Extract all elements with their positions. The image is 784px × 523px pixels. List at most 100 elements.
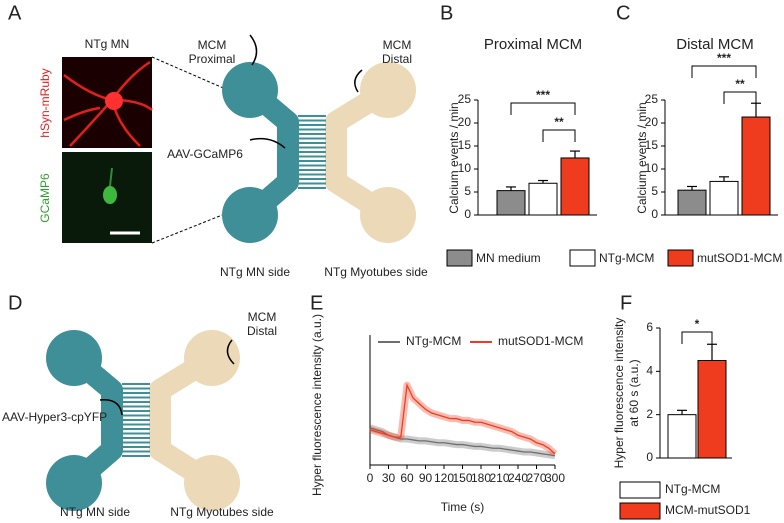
bar [697, 360, 727, 459]
x-tick-label: 180 [471, 471, 491, 485]
x-tick-label: 0 [367, 471, 374, 485]
y-axis-label: at 60 s (a.u.) [627, 359, 641, 426]
device [222, 62, 416, 243]
legend-swatch [446, 249, 473, 267]
arrow [226, 339, 235, 365]
legend-label: MN medium [476, 251, 541, 265]
line [369, 382, 556, 455]
well [46, 455, 102, 511]
x-axis-label: Time (s) [441, 500, 485, 514]
device [46, 330, 240, 511]
well [222, 62, 278, 118]
bar [496, 190, 526, 216]
significance-label: * [695, 317, 700, 331]
panel-label: A [8, 2, 22, 24]
y-tick-label: 10 [458, 161, 472, 175]
y-tick-label: 15 [645, 138, 659, 152]
significance-label: ** [735, 77, 745, 91]
legend-label: MCM-mutSOD1 [665, 503, 751, 517]
annotation: MCM [248, 310, 277, 324]
panel-label: F [620, 292, 632, 314]
chart-title: Distal MCM [676, 36, 754, 53]
significance-bracket [723, 91, 757, 104]
legend-swatch [667, 249, 694, 267]
x-tick-label: 300 [545, 471, 565, 485]
legend-swatch [569, 249, 596, 267]
y-tick-label: 6 [646, 320, 653, 334]
arrow [249, 34, 258, 66]
arrow [99, 399, 123, 416]
annotation: Distal [247, 324, 277, 338]
x-tick-label: 90 [419, 471, 433, 485]
well [184, 330, 240, 386]
annotation: MCM [198, 38, 227, 52]
y-tick-label: 10 [645, 161, 659, 175]
x-tick-label: 240 [508, 471, 528, 485]
panel-label: C [616, 2, 630, 24]
significance-label: *** [717, 51, 731, 65]
y-tick-label: 2 [646, 407, 653, 421]
significance-label: *** [536, 88, 550, 102]
legend-swatch [619, 502, 661, 520]
legend-label: mutSOD1-MCM [498, 334, 583, 348]
y-axis-label: Calcium events / min [447, 102, 461, 213]
x-tick-label: 270 [526, 471, 546, 485]
annotation: AAV-Hyper3-cpYFP [2, 410, 107, 424]
x-tick-label: 210 [489, 471, 509, 485]
annotation: MCM [383, 38, 412, 52]
annotation: AAV-GCaMP6 [167, 147, 243, 161]
well [46, 330, 102, 386]
y-tick-label: 0 [646, 450, 653, 464]
significance-bracket [691, 65, 757, 78]
bar [709, 180, 739, 216]
y-tick-label: 15 [458, 138, 472, 152]
bar [667, 414, 697, 459]
y-tick-label: 0 [651, 207, 658, 221]
well [360, 187, 416, 243]
annotation: Proximal [189, 52, 236, 66]
soma [105, 92, 123, 110]
annotation: NTg Myotubes side [324, 265, 428, 279]
arrow [354, 69, 363, 93]
y-tick-label: 25 [458, 92, 472, 106]
annotation: NTg Myotubes side [170, 505, 274, 519]
y-axis-label: Hyper fluorescence intensity [612, 318, 626, 469]
annotation: Distal [382, 52, 412, 66]
chart-title: Proximal MCM [484, 36, 582, 53]
neurite [109, 167, 113, 187]
channel-label: hSyn-mRuby [38, 68, 52, 137]
legend-label: NTg-MCM [665, 482, 720, 496]
x-tick-label: 60 [400, 471, 414, 485]
significance-bracket [681, 331, 713, 344]
well [184, 455, 240, 511]
annotation: NTg MN side [220, 265, 290, 279]
image-title: NTg MN [85, 37, 130, 51]
x-tick-label: 150 [452, 471, 472, 485]
bar [677, 189, 707, 216]
y-tick-label: 20 [645, 115, 659, 129]
significance-bracket [510, 102, 576, 115]
line [369, 427, 556, 457]
soma [103, 186, 117, 204]
annotation: NTg MN side [60, 505, 130, 519]
panel-label: B [440, 2, 453, 24]
bar [741, 116, 771, 216]
panel-label: E [310, 292, 323, 314]
x-tick-label: 120 [434, 471, 454, 485]
y-tick-label: 4 [646, 364, 653, 378]
bar [560, 157, 590, 216]
y-tick-label: 5 [464, 184, 471, 198]
legend-label: NTg-MCM [406, 334, 461, 348]
panel-label: D [8, 292, 22, 314]
arrow [249, 137, 286, 149]
bar [528, 182, 558, 216]
myotube-compartment [149, 348, 218, 493]
channel-label: GCaMP6 [38, 173, 52, 223]
well [360, 62, 416, 118]
y-axis-label: Hyper fluorescence intensity (a.u.) [310, 314, 324, 496]
y-tick-label: 0 [464, 207, 471, 221]
well [222, 187, 278, 243]
legend-label: mutSOD1-MCM [697, 251, 782, 265]
significance-label: ** [554, 115, 564, 129]
legend-label: NTg-MCM [599, 251, 654, 265]
